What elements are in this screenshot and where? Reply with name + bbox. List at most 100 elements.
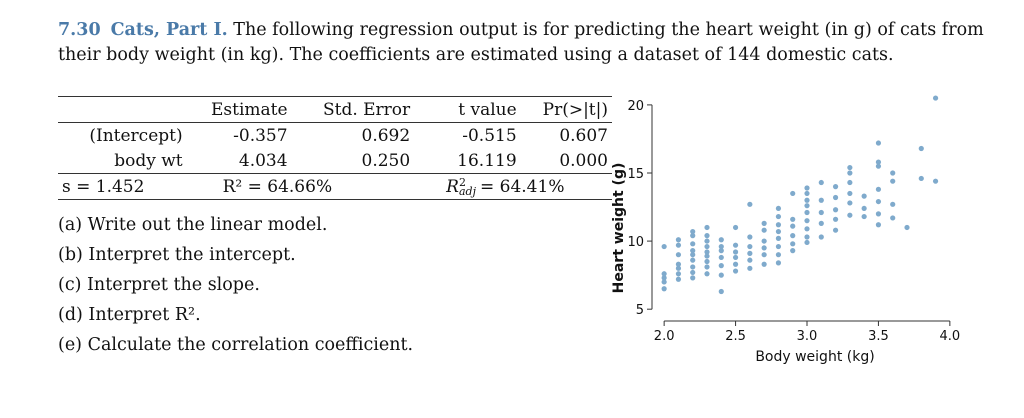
- data-point: [804, 234, 810, 240]
- question-b: (b) Interpret the intercept.: [58, 245, 296, 265]
- data-point: [704, 238, 710, 244]
- problem-header: 7.30 Cats, Part I. The following regressi…: [58, 18, 988, 68]
- y-tick-label: 5: [636, 303, 644, 318]
- data-point: [832, 227, 839, 233]
- data-point: [704, 243, 710, 250]
- data-point: [761, 252, 767, 258]
- estimate-cell: 4.034: [238, 150, 288, 171]
- data-point: [690, 257, 696, 263]
- data-point: [690, 228, 696, 235]
- data-point: [804, 209, 810, 216]
- data-point: [775, 228, 782, 235]
- data-point: [775, 235, 782, 241]
- data-point: [890, 201, 896, 207]
- x-tick-label: 4.0: [940, 329, 961, 344]
- x-tick-label: 3.5: [868, 329, 889, 344]
- data-point: [775, 243, 782, 250]
- data-point: [818, 234, 824, 240]
- data-point: [847, 179, 853, 186]
- data-point: [704, 224, 710, 231]
- t-value-cell: -0.515: [462, 125, 517, 146]
- data-point: [761, 261, 767, 267]
- data-point: [761, 220, 767, 226]
- y-tick-label: 20: [627, 99, 644, 114]
- data-point: [718, 254, 724, 261]
- data-point: [761, 238, 767, 244]
- data-point: [890, 170, 896, 176]
- data-point: [847, 170, 853, 176]
- header-std-error: Std. Error: [322, 99, 411, 120]
- data-point: [861, 213, 867, 220]
- data-point: [690, 248, 696, 254]
- data-point: [747, 250, 753, 256]
- data-point: [832, 184, 839, 190]
- p-value-cell: 0.000: [559, 150, 608, 171]
- data-point: [775, 213, 782, 220]
- adjusted-r-squared-value: = 64.41%: [480, 176, 565, 197]
- data-points: [661, 95, 939, 295]
- data-point: [790, 223, 796, 229]
- data-point: [718, 263, 724, 269]
- data-point: [804, 226, 810, 232]
- data-point: [932, 178, 939, 184]
- data-point: [804, 190, 810, 197]
- data-point: [675, 261, 682, 267]
- data-point: [704, 249, 710, 255]
- problem-number: 7.30: [58, 20, 101, 40]
- data-point: [875, 211, 882, 217]
- data-point: [932, 95, 939, 101]
- data-point: [761, 227, 767, 233]
- data-point: [747, 234, 753, 240]
- data-point: [675, 271, 682, 277]
- data-point: [832, 194, 839, 201]
- x-tick-label: 3.0: [797, 329, 818, 344]
- data-point: [904, 224, 910, 231]
- data-point: [875, 140, 882, 146]
- y-tick-label: 10: [627, 235, 644, 250]
- data-point: [818, 197, 824, 203]
- data-point: [790, 190, 796, 197]
- data-point: [890, 215, 896, 221]
- data-point: [661, 275, 667, 281]
- header-p-value: Pr(>|t|): [542, 99, 608, 120]
- data-point: [675, 252, 682, 258]
- data-point: [875, 163, 882, 169]
- data-point: [818, 179, 824, 186]
- std-error-cell: 0.692: [361, 125, 411, 146]
- data-point: [775, 205, 782, 212]
- data-point: [718, 243, 724, 250]
- data-point: [775, 222, 782, 228]
- header-blank: [58, 97, 187, 123]
- data-point: [790, 248, 796, 254]
- data-point: [675, 242, 682, 248]
- data-point: [761, 245, 767, 251]
- data-point: [690, 275, 696, 281]
- data-point: [690, 269, 696, 276]
- table-row: body wt 4.034 0.250 16.119 0.000: [58, 148, 612, 174]
- data-point: [875, 198, 882, 205]
- data-point: [861, 193, 867, 199]
- data-point: [832, 216, 839, 222]
- data-point: [718, 237, 724, 243]
- y-tick-label: 15: [627, 167, 644, 182]
- data-point: [732, 261, 739, 267]
- data-point: [718, 272, 724, 278]
- data-point: [775, 252, 782, 258]
- data-point: [847, 200, 853, 206]
- axes: 5 10 15 20 2.0 2.5 3.0 3.5 4.0: [627, 99, 960, 344]
- row-label: body wt: [114, 150, 183, 171]
- data-point: [832, 207, 839, 213]
- estimate-cell: -0.357: [233, 125, 288, 146]
- data-point: [732, 268, 739, 274]
- data-point: [690, 252, 696, 258]
- data-point: [747, 201, 753, 207]
- data-point: [747, 257, 753, 263]
- y-axis-label: Heart weight (g): [611, 163, 627, 294]
- problem-text: The following regression output is for p…: [58, 20, 984, 65]
- data-point: [790, 241, 796, 247]
- question-e: (e) Calculate the correlation coefficien…: [58, 335, 414, 355]
- data-point: [704, 253, 710, 259]
- data-point: [918, 145, 924, 152]
- data-point: [661, 279, 667, 285]
- data-point: [875, 159, 882, 165]
